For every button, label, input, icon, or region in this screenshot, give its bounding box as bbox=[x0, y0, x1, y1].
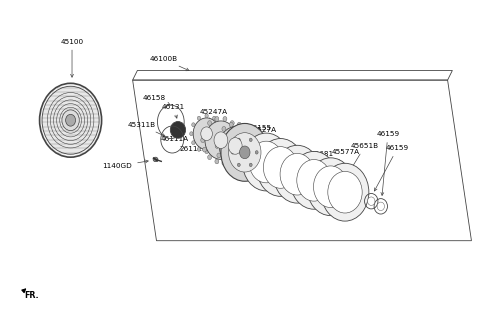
Text: 46131: 46131 bbox=[162, 104, 185, 118]
Ellipse shape bbox=[321, 163, 369, 221]
Ellipse shape bbox=[228, 138, 242, 154]
Ellipse shape bbox=[219, 127, 251, 165]
Ellipse shape bbox=[252, 144, 255, 148]
Text: 45577A: 45577A bbox=[332, 149, 360, 169]
Ellipse shape bbox=[214, 132, 228, 148]
Ellipse shape bbox=[230, 155, 234, 160]
Ellipse shape bbox=[297, 159, 331, 201]
Ellipse shape bbox=[218, 123, 221, 127]
Ellipse shape bbox=[264, 147, 298, 188]
Text: 45311B: 45311B bbox=[127, 122, 165, 136]
Ellipse shape bbox=[368, 197, 375, 205]
Ellipse shape bbox=[218, 141, 221, 145]
Ellipse shape bbox=[217, 134, 221, 139]
Ellipse shape bbox=[238, 138, 240, 142]
Ellipse shape bbox=[230, 121, 234, 125]
Ellipse shape bbox=[203, 128, 206, 133]
Ellipse shape bbox=[213, 147, 216, 151]
Text: 46159: 46159 bbox=[376, 131, 399, 195]
Ellipse shape bbox=[153, 157, 158, 162]
Ellipse shape bbox=[249, 141, 283, 183]
Text: 46111A: 46111A bbox=[160, 135, 210, 142]
Ellipse shape bbox=[197, 147, 201, 151]
Ellipse shape bbox=[208, 121, 212, 125]
Ellipse shape bbox=[62, 110, 79, 131]
Text: 46158: 46158 bbox=[143, 95, 170, 105]
Ellipse shape bbox=[377, 202, 384, 211]
Text: 45681: 45681 bbox=[311, 151, 334, 163]
Ellipse shape bbox=[249, 163, 252, 167]
Ellipse shape bbox=[222, 161, 226, 166]
Text: 45100: 45100 bbox=[60, 39, 84, 77]
Ellipse shape bbox=[170, 122, 186, 138]
Ellipse shape bbox=[208, 155, 212, 160]
Ellipse shape bbox=[235, 128, 239, 133]
Ellipse shape bbox=[192, 123, 195, 127]
Ellipse shape bbox=[42, 86, 99, 154]
Ellipse shape bbox=[203, 147, 206, 152]
Ellipse shape bbox=[244, 126, 249, 131]
Ellipse shape bbox=[255, 151, 258, 154]
Ellipse shape bbox=[244, 161, 249, 166]
Text: 45247A: 45247A bbox=[200, 109, 228, 121]
Ellipse shape bbox=[66, 114, 75, 126]
Ellipse shape bbox=[249, 138, 252, 142]
Ellipse shape bbox=[205, 121, 237, 159]
Ellipse shape bbox=[213, 116, 216, 120]
Ellipse shape bbox=[290, 151, 338, 209]
Ellipse shape bbox=[237, 138, 241, 143]
Ellipse shape bbox=[221, 123, 269, 181]
Ellipse shape bbox=[193, 118, 220, 150]
Text: 45527A: 45527A bbox=[249, 127, 277, 150]
Ellipse shape bbox=[237, 165, 241, 170]
Ellipse shape bbox=[240, 146, 250, 159]
Text: 1140GD: 1140GD bbox=[102, 160, 148, 169]
Text: 46159: 46159 bbox=[374, 145, 409, 191]
Ellipse shape bbox=[215, 159, 219, 164]
Ellipse shape bbox=[235, 147, 239, 152]
Ellipse shape bbox=[220, 132, 224, 136]
Ellipse shape bbox=[280, 153, 314, 195]
Text: 45644: 45644 bbox=[289, 156, 312, 162]
Text: 46155: 46155 bbox=[248, 125, 272, 136]
Text: 45651B: 45651B bbox=[348, 143, 379, 174]
Ellipse shape bbox=[205, 114, 208, 118]
Ellipse shape bbox=[328, 171, 362, 213]
Ellipse shape bbox=[223, 116, 227, 121]
Ellipse shape bbox=[215, 116, 219, 121]
Ellipse shape bbox=[39, 83, 102, 157]
Ellipse shape bbox=[231, 151, 234, 154]
Ellipse shape bbox=[228, 133, 261, 172]
Ellipse shape bbox=[242, 133, 290, 191]
Ellipse shape bbox=[238, 163, 240, 167]
Ellipse shape bbox=[217, 153, 221, 158]
Text: 46100B: 46100B bbox=[150, 56, 189, 71]
Ellipse shape bbox=[215, 144, 219, 148]
Ellipse shape bbox=[197, 116, 201, 120]
Ellipse shape bbox=[229, 165, 233, 170]
Ellipse shape bbox=[313, 166, 348, 208]
Text: FR.: FR. bbox=[24, 292, 38, 300]
Ellipse shape bbox=[223, 159, 227, 164]
Ellipse shape bbox=[222, 126, 226, 131]
Ellipse shape bbox=[201, 127, 212, 141]
Ellipse shape bbox=[190, 132, 193, 136]
Ellipse shape bbox=[274, 145, 321, 203]
Ellipse shape bbox=[250, 153, 253, 158]
Ellipse shape bbox=[257, 139, 304, 196]
Text: 26112B: 26112B bbox=[180, 145, 225, 152]
Text: 45643C: 45643C bbox=[237, 138, 265, 154]
Ellipse shape bbox=[237, 122, 241, 127]
Ellipse shape bbox=[201, 138, 205, 143]
Ellipse shape bbox=[307, 158, 355, 216]
Ellipse shape bbox=[192, 141, 195, 145]
Ellipse shape bbox=[250, 134, 253, 139]
Ellipse shape bbox=[205, 150, 208, 154]
Ellipse shape bbox=[229, 122, 233, 127]
